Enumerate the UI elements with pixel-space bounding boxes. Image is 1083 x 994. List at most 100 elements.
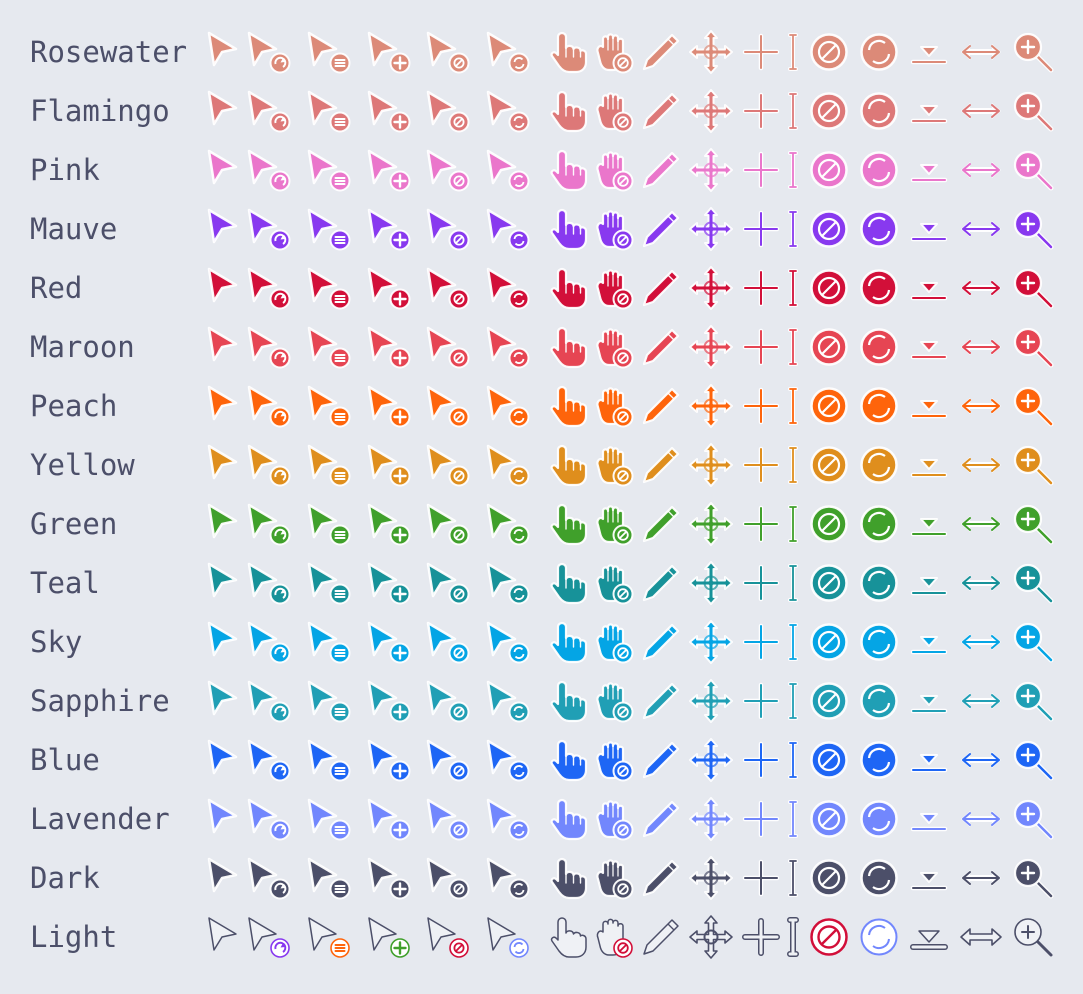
bottom-side-icon xyxy=(906,914,952,960)
move-icon xyxy=(688,265,734,311)
pencil-icon xyxy=(636,147,682,193)
alias-arrow-icon xyxy=(485,501,531,547)
horizontal-resize-icon xyxy=(958,914,1004,960)
progress-arrow-icon xyxy=(246,88,292,134)
wait-spinner-icon xyxy=(856,383,902,429)
text-beam-icon xyxy=(770,914,816,960)
default-arrow-icon xyxy=(206,855,252,901)
text-beam-icon xyxy=(770,737,816,783)
horizontal-resize-icon xyxy=(958,88,1004,134)
copy-arrow-icon xyxy=(366,678,412,724)
not-allowed-grab-hand-icon xyxy=(590,88,636,134)
text-beam-icon xyxy=(770,560,816,606)
move-icon xyxy=(688,442,734,488)
not-allowed-icon xyxy=(806,560,852,606)
alias-arrow-icon xyxy=(485,88,531,134)
no-drop-arrow-icon xyxy=(425,914,471,960)
pencil-icon xyxy=(636,442,682,488)
default-arrow-icon xyxy=(206,619,252,665)
wait-spinner-icon xyxy=(856,29,902,75)
horizontal-resize-icon xyxy=(958,206,1004,252)
flavor-row: Sky xyxy=(0,613,1083,672)
flavor-label: Maroon xyxy=(30,330,135,364)
progress-arrow-icon xyxy=(246,206,292,252)
pointer-hand-icon xyxy=(545,442,591,488)
copy-arrow-icon xyxy=(366,324,412,370)
wait-spinner-icon xyxy=(856,560,902,606)
horizontal-resize-icon xyxy=(958,442,1004,488)
zoom-in-icon xyxy=(1010,324,1056,370)
not-allowed-icon xyxy=(806,29,852,75)
copy-arrow-icon xyxy=(366,560,412,606)
copy-arrow-icon xyxy=(366,737,412,783)
bottom-side-icon xyxy=(906,619,952,665)
context-menu-arrow-icon xyxy=(306,619,352,665)
default-arrow-icon xyxy=(206,442,252,488)
default-arrow-icon xyxy=(206,29,252,75)
default-arrow-icon xyxy=(206,560,252,606)
default-arrow-icon xyxy=(206,206,252,252)
no-drop-arrow-icon xyxy=(425,265,471,311)
crosshair-icon xyxy=(738,560,784,606)
zoom-in-icon xyxy=(1010,206,1056,252)
pencil-icon xyxy=(636,88,682,134)
pointer-hand-icon xyxy=(545,88,591,134)
text-beam-icon xyxy=(770,147,816,193)
pointer-hand-icon xyxy=(545,796,591,842)
move-icon xyxy=(688,619,734,665)
bottom-side-icon xyxy=(906,737,952,783)
alias-arrow-icon xyxy=(485,147,531,193)
not-allowed-grab-hand-icon xyxy=(590,501,636,547)
wait-spinner-icon xyxy=(856,88,902,134)
flavor-label: Green xyxy=(30,507,118,541)
default-arrow-icon xyxy=(206,737,252,783)
no-drop-arrow-icon xyxy=(425,147,471,193)
not-allowed-icon xyxy=(806,678,852,724)
alias-arrow-icon xyxy=(485,383,531,429)
wait-spinner-icon xyxy=(856,796,902,842)
no-drop-arrow-icon xyxy=(425,501,471,547)
crosshair-icon xyxy=(738,383,784,429)
bottom-side-icon xyxy=(906,855,952,901)
move-icon xyxy=(688,796,734,842)
zoom-in-icon xyxy=(1010,88,1056,134)
flavor-label: Flamingo xyxy=(30,94,170,128)
context-menu-arrow-icon xyxy=(306,88,352,134)
not-allowed-icon xyxy=(806,88,852,134)
flavor-row: Sapphire xyxy=(0,672,1083,731)
no-drop-arrow-icon xyxy=(425,619,471,665)
crosshair-icon xyxy=(738,501,784,547)
no-drop-arrow-icon xyxy=(425,206,471,252)
flavor-label: Dark xyxy=(30,861,100,895)
no-drop-arrow-icon xyxy=(425,324,471,370)
crosshair-icon xyxy=(738,678,784,724)
flavor-row: Teal xyxy=(0,554,1083,613)
crosshair-icon xyxy=(738,147,784,193)
flavor-label: Sapphire xyxy=(30,684,170,718)
not-allowed-grab-hand-icon xyxy=(590,383,636,429)
context-menu-arrow-icon xyxy=(306,29,352,75)
horizontal-resize-icon xyxy=(958,501,1004,547)
not-allowed-icon xyxy=(806,265,852,311)
pencil-icon xyxy=(636,324,682,370)
not-allowed-grab-hand-icon xyxy=(590,324,636,370)
horizontal-resize-icon xyxy=(958,383,1004,429)
text-beam-icon xyxy=(770,501,816,547)
bottom-side-icon xyxy=(906,88,952,134)
default-arrow-icon xyxy=(206,88,252,134)
progress-arrow-icon xyxy=(246,147,292,193)
crosshair-icon xyxy=(738,855,784,901)
wait-spinner-icon xyxy=(856,324,902,370)
crosshair-icon xyxy=(738,619,784,665)
horizontal-resize-icon xyxy=(958,29,1004,75)
crosshair-icon xyxy=(738,914,784,960)
text-beam-icon xyxy=(770,324,816,370)
bottom-side-icon xyxy=(906,265,952,311)
horizontal-resize-icon xyxy=(958,737,1004,783)
progress-arrow-icon xyxy=(246,855,292,901)
context-menu-arrow-icon xyxy=(306,324,352,370)
move-icon xyxy=(688,88,734,134)
move-icon xyxy=(688,560,734,606)
alias-arrow-icon xyxy=(485,619,531,665)
default-arrow-icon xyxy=(206,147,252,193)
